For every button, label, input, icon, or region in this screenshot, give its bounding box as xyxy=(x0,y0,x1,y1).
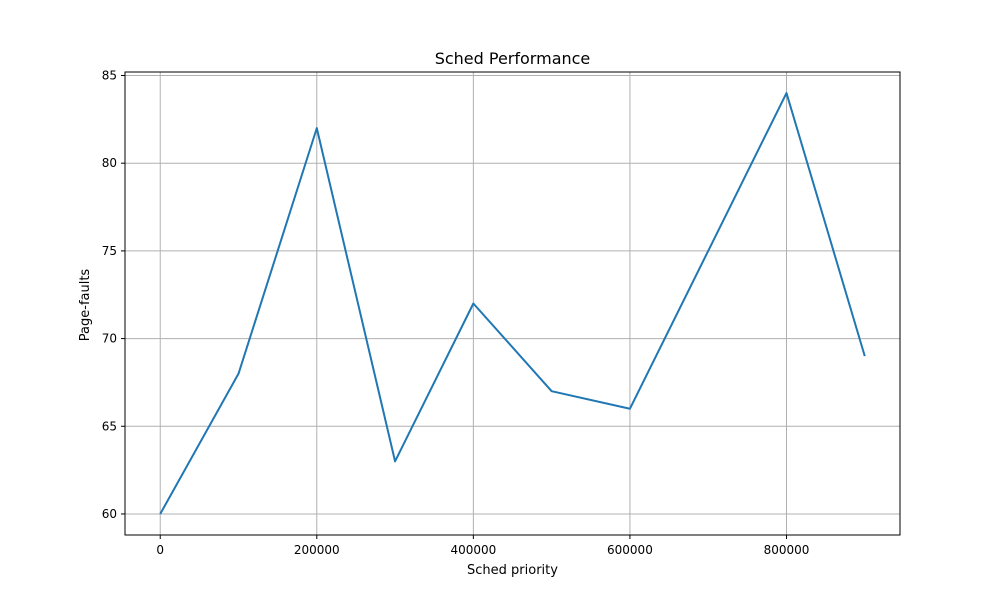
x-tick-label: 0 xyxy=(156,543,164,557)
chart-title: Sched Performance xyxy=(435,49,591,68)
x-tick-label: 200000 xyxy=(294,543,340,557)
grid-lines xyxy=(125,72,900,535)
x-tick-label: 800000 xyxy=(764,543,810,557)
y-tick-label: 85 xyxy=(102,69,117,83)
y-tick-label: 70 xyxy=(102,332,117,346)
x-axis-label: Sched priority xyxy=(467,563,558,578)
series-layer xyxy=(159,92,866,515)
axis-ticks: 0 200000 400000 600000 800000 60 65 70 75 80 85 xyxy=(102,69,810,557)
y-tick-label: 80 xyxy=(102,156,117,170)
series-line xyxy=(159,92,866,515)
plot-frame xyxy=(124,71,901,536)
y-axis-label: Page-faults xyxy=(78,269,93,342)
x-tick-label: 600000 xyxy=(607,543,653,557)
x-tick-label: 400000 xyxy=(450,543,496,557)
y-tick-label: 65 xyxy=(102,419,117,433)
y-tick-label: 75 xyxy=(102,244,117,258)
y-tick-label: 60 xyxy=(102,507,117,521)
